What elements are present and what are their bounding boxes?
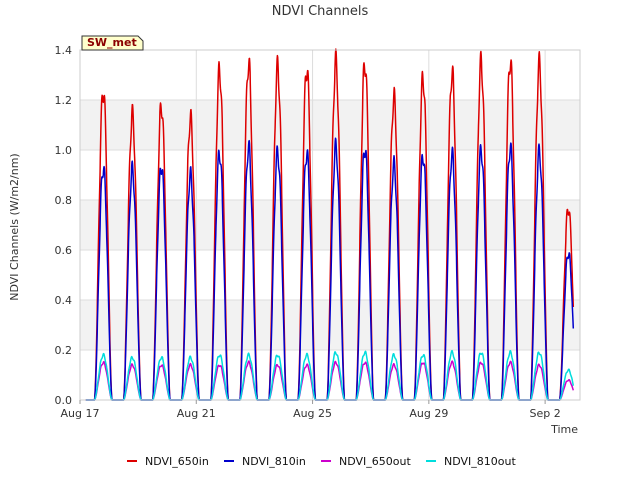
plot-border	[79, 49, 581, 401]
grid-band	[80, 100, 580, 150]
chart-title: NDVI Channels	[272, 4, 369, 19]
station-badge: SW_met	[81, 35, 144, 51]
y-tick-label: 0.8	[55, 194, 73, 207]
x-axis-label: Time	[550, 423, 578, 436]
y-axis-ticks: 0.0 0.2 0.4 0.6 0.8 1.0 1.2 1.4	[55, 44, 73, 407]
y-axis-label: NDVI Channels (W/m2/nm)	[8, 153, 21, 300]
legend-label: NDVI_650in	[145, 455, 209, 468]
station-badge-box	[81, 35, 144, 51]
legend-label: NDVI_810in	[242, 455, 306, 468]
grid-band	[80, 200, 580, 250]
x-tick-label: Aug 17	[61, 407, 100, 420]
y-tick-label: 0.6	[55, 244, 73, 257]
legend: NDVI_650in NDVI_810in NDVI_650out NDVI_810o…	[127, 455, 516, 468]
y-tick-label: 1.4	[55, 44, 73, 57]
y-tick-label: 0.2	[55, 344, 73, 357]
station-badge-label: SW_met	[87, 36, 137, 49]
x-tick-label: Aug 25	[293, 407, 332, 420]
legend-label: NDVI_810out	[444, 455, 516, 468]
y-tick-label: 1.2	[55, 94, 73, 107]
plot-area	[79, 48, 581, 401]
y-tick-label: 0.0	[55, 394, 73, 407]
x-tick-label: Aug 29	[409, 407, 448, 420]
legend-label: NDVI_650out	[339, 455, 411, 468]
y-tick-label: 0.4	[55, 294, 73, 307]
y-tick-label: 1.0	[55, 144, 73, 157]
x-tick-label: Sep 2	[529, 407, 560, 420]
x-axis-ticks: Aug 17 Aug 21 Aug 25 Aug 29 Sep 2	[61, 400, 561, 420]
x-tick-label: Aug 21	[177, 407, 216, 420]
